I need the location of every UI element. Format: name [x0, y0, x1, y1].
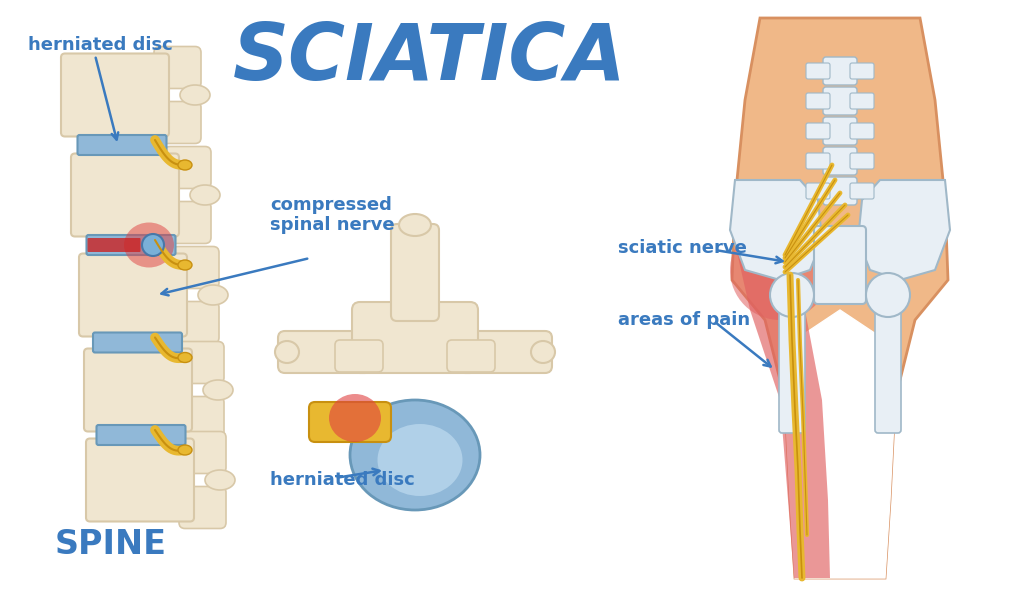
- Polygon shape: [730, 180, 822, 280]
- Text: SCIATICA: SCIATICA: [233, 20, 627, 96]
- FancyBboxPatch shape: [78, 135, 167, 155]
- Text: herniated disc: herniated disc: [270, 471, 415, 489]
- Ellipse shape: [205, 470, 234, 490]
- FancyBboxPatch shape: [850, 63, 874, 79]
- Ellipse shape: [178, 352, 193, 362]
- FancyBboxPatch shape: [61, 54, 169, 137]
- FancyBboxPatch shape: [164, 202, 211, 244]
- Ellipse shape: [190, 185, 220, 205]
- FancyBboxPatch shape: [352, 302, 478, 373]
- FancyBboxPatch shape: [154, 47, 201, 88]
- FancyBboxPatch shape: [177, 341, 224, 383]
- Circle shape: [770, 273, 814, 317]
- FancyBboxPatch shape: [850, 183, 874, 199]
- FancyBboxPatch shape: [458, 331, 552, 373]
- Ellipse shape: [378, 424, 463, 496]
- Ellipse shape: [275, 341, 299, 363]
- Text: areas of pain: areas of pain: [618, 311, 751, 329]
- Text: sciatic nerve: sciatic nerve: [618, 239, 746, 257]
- FancyBboxPatch shape: [806, 93, 830, 109]
- Ellipse shape: [329, 394, 381, 442]
- Ellipse shape: [399, 214, 431, 236]
- FancyBboxPatch shape: [154, 101, 201, 143]
- FancyBboxPatch shape: [96, 425, 185, 445]
- Polygon shape: [858, 180, 950, 280]
- FancyBboxPatch shape: [164, 146, 211, 189]
- FancyBboxPatch shape: [823, 147, 857, 175]
- Text: SPINE: SPINE: [55, 528, 167, 562]
- Text: herniated disc: herniated disc: [28, 36, 173, 54]
- Polygon shape: [785, 310, 895, 578]
- FancyBboxPatch shape: [814, 226, 866, 304]
- Ellipse shape: [730, 220, 830, 320]
- FancyBboxPatch shape: [79, 254, 187, 337]
- FancyBboxPatch shape: [278, 331, 372, 373]
- Ellipse shape: [178, 160, 193, 170]
- FancyBboxPatch shape: [806, 183, 830, 199]
- FancyBboxPatch shape: [806, 153, 830, 169]
- Circle shape: [866, 273, 910, 317]
- Ellipse shape: [178, 260, 193, 270]
- FancyBboxPatch shape: [806, 63, 830, 79]
- Ellipse shape: [180, 85, 210, 105]
- FancyBboxPatch shape: [179, 487, 226, 528]
- FancyBboxPatch shape: [806, 123, 830, 139]
- Text: compressed
spinal nerve: compressed spinal nerve: [270, 196, 394, 235]
- FancyBboxPatch shape: [71, 153, 179, 236]
- FancyBboxPatch shape: [335, 340, 383, 372]
- Polygon shape: [732, 230, 830, 578]
- FancyBboxPatch shape: [850, 153, 874, 169]
- FancyBboxPatch shape: [850, 123, 874, 139]
- FancyBboxPatch shape: [177, 396, 224, 439]
- FancyBboxPatch shape: [823, 117, 857, 145]
- FancyBboxPatch shape: [823, 57, 857, 85]
- Ellipse shape: [531, 341, 555, 363]
- Polygon shape: [732, 18, 948, 578]
- Ellipse shape: [178, 445, 193, 455]
- FancyBboxPatch shape: [447, 340, 495, 372]
- Ellipse shape: [350, 400, 480, 510]
- FancyBboxPatch shape: [87, 238, 140, 252]
- FancyBboxPatch shape: [179, 432, 226, 473]
- FancyBboxPatch shape: [850, 93, 874, 109]
- FancyBboxPatch shape: [779, 307, 805, 433]
- FancyBboxPatch shape: [309, 402, 391, 442]
- FancyBboxPatch shape: [84, 349, 193, 432]
- Circle shape: [142, 234, 164, 256]
- FancyBboxPatch shape: [823, 87, 857, 115]
- FancyBboxPatch shape: [172, 301, 219, 343]
- FancyBboxPatch shape: [93, 333, 182, 352]
- FancyBboxPatch shape: [391, 224, 439, 321]
- Ellipse shape: [198, 285, 228, 305]
- FancyBboxPatch shape: [172, 247, 219, 288]
- FancyBboxPatch shape: [86, 439, 194, 522]
- Ellipse shape: [203, 380, 233, 400]
- Ellipse shape: [124, 223, 174, 267]
- FancyBboxPatch shape: [86, 235, 175, 255]
- FancyBboxPatch shape: [823, 177, 857, 205]
- FancyBboxPatch shape: [874, 307, 901, 433]
